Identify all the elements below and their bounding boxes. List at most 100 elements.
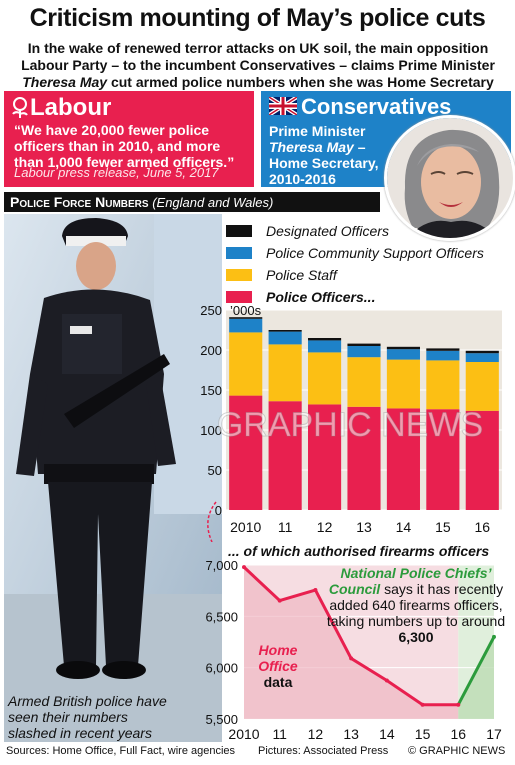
firearms-line-chart: 5,500 6,000 6,500 7,000 2010 11 12 13 14 15 16 17 Ho… (205, 558, 502, 742)
line-chart-title: ... of which authorised firearms officer… (228, 543, 490, 559)
bar-segment (386, 349, 420, 360)
rose-icon (12, 97, 28, 118)
npcc-figure: 6,300 (398, 629, 434, 645)
bar-segment (229, 395, 263, 510)
bar-segment (268, 330, 302, 332)
npcc-annotation: National Police Chiefs’ Council says it … (326, 565, 506, 645)
y-tick-label: 50 (208, 463, 222, 478)
home-office-area (244, 567, 459, 719)
npcc-area (458, 636, 494, 719)
legend-swatch (226, 291, 252, 303)
bar-segment (426, 348, 460, 351)
data-point (492, 634, 496, 639)
role-line: Prime Minister (269, 123, 366, 139)
home-office-label-line: data (264, 674, 293, 690)
standfirst-line: Theresa May cut armed police numbers whe… (8, 74, 508, 91)
role-dash: – (353, 139, 366, 155)
x-tick-label: 2010 (230, 519, 261, 535)
x-tick-label: 15 (415, 726, 431, 742)
bar-segment (347, 346, 381, 358)
bar-segment (268, 344, 302, 402)
y-tick-label: 150 (200, 383, 222, 398)
section-subtitle: (England and Wales) (152, 195, 274, 210)
standfirst: In the wake of renewed terror attacks on… (8, 40, 508, 91)
bar-segment (386, 359, 420, 409)
bar-segment (386, 408, 420, 510)
data-point (456, 702, 461, 707)
legend-label: Police Staff (266, 267, 337, 283)
y-tick-label: 250 (200, 303, 222, 318)
union-flag-icon (269, 97, 297, 115)
armed-officer-image (4, 214, 222, 742)
home-office-label-line: Office (258, 658, 298, 674)
bar-segment (386, 346, 420, 350)
y-tick-label: 7,000 (205, 558, 238, 573)
footer-pictures: Pictures: Associated Press (258, 745, 389, 757)
bar-segment (308, 340, 342, 353)
bar-segment (426, 360, 460, 410)
bar-segment (308, 352, 342, 405)
footer-credit: © GRAPHIC NEWS (408, 745, 506, 757)
data-point (277, 598, 282, 603)
standfirst-name: Theresa May (22, 74, 108, 90)
legend-label: Police Officers... (266, 289, 376, 305)
bar-segment (308, 404, 342, 510)
pointer-arrow (207, 501, 217, 542)
footer-sources: Sources: Home Office, Full Fact, wire ag… (6, 745, 236, 757)
legend-swatch (226, 269, 252, 281)
conservatives-name: Conservatives (301, 94, 452, 119)
bar-segment (465, 410, 499, 510)
x-tick-label: 12 (317, 519, 333, 535)
x-tick-label: 11 (278, 519, 293, 535)
data-point (349, 656, 354, 661)
legend-swatch (226, 225, 252, 237)
npcc-line (456, 636, 496, 706)
role-line: Theresa May – (269, 139, 399, 155)
data-point (313, 588, 318, 593)
bar-segment (465, 350, 499, 354)
bar-segment (229, 317, 263, 319)
x-tick-label: 12 (308, 726, 324, 742)
bar-segment (426, 409, 460, 510)
labour-quote: “We have 20,000 fewer police officers th… (14, 122, 235, 170)
role-line: Home Secretary, (269, 155, 379, 171)
bar-segment (268, 401, 302, 510)
legend-label: Designated Officers (266, 223, 389, 239)
y-tick-label: 200 (200, 343, 222, 358)
x-tick-label: 15 (435, 519, 451, 535)
home-office-label-line: Home (259, 642, 298, 658)
x-tick-label: 13 (356, 519, 372, 535)
npcc-text: says it has recently added 640 firearms … (326, 581, 506, 629)
police-photo (4, 214, 222, 742)
y-tick-label: 0 (215, 503, 222, 518)
standfirst-line: In the wake of renewed terror attacks on… (27, 40, 489, 56)
photo-caption: Armed British police have seen their num… (8, 693, 167, 741)
x-tick-label: 11 (272, 726, 287, 742)
section-title: Police Force Numbers (10, 194, 149, 210)
bar-segment (229, 318, 263, 333)
bar-segment (465, 362, 499, 411)
labour-source: Labour press release, June 5, 2017 (14, 165, 219, 180)
y-tick-label: 6,500 (205, 609, 238, 624)
portrait-theresa-may (384, 115, 515, 241)
conservatives-role: Prime Minister Theresa May – Home Secret… (269, 123, 399, 187)
watermark: GRAPHIC NEWS (217, 406, 483, 444)
npcc-name: National Police Chiefs’ Council (328, 565, 492, 597)
x-tick-label: 14 (396, 519, 412, 535)
data-point (384, 678, 389, 683)
y-tick-label: 100 (200, 423, 222, 438)
home-office-label: Home Office data (258, 642, 298, 690)
bar-segment (229, 332, 263, 396)
x-tick-label: 17 (486, 726, 502, 742)
y-tick-label: 5,500 (205, 712, 238, 727)
data-point (420, 702, 425, 707)
labour-panel: Labour “We have 20,000 fewer police offi… (4, 91, 254, 187)
bar-segment (347, 406, 381, 510)
bar-segment (268, 331, 302, 345)
y-tick-label: 6,000 (205, 661, 238, 676)
x-tick-label: 16 (450, 726, 466, 742)
legend-swatch (226, 247, 252, 259)
standfirst-line: Labour Party – to the incumbent Conserva… (21, 57, 495, 73)
legend-label: Police Community Support Officers (266, 245, 484, 261)
bar-segment (347, 343, 381, 346)
